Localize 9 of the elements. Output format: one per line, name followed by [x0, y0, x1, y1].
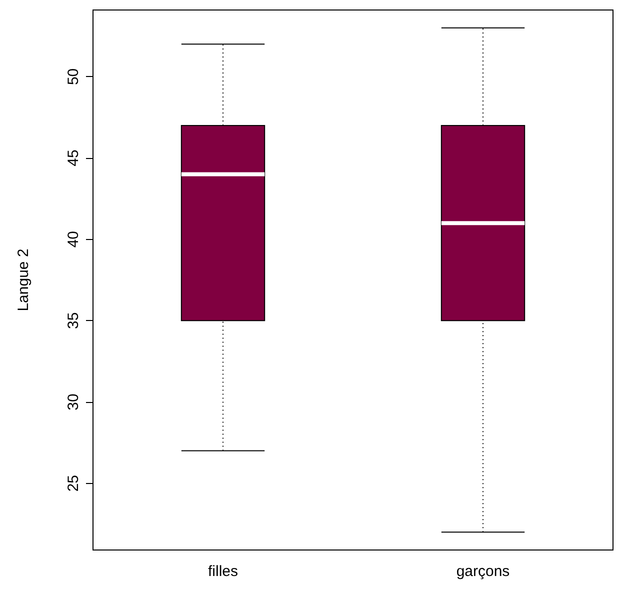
x-tick-label: garçons	[456, 563, 510, 580]
y-tick-label: 40	[65, 230, 82, 248]
y-tick-label: 50	[65, 68, 82, 86]
y-tick-label: 35	[65, 312, 82, 330]
y-tick-label: 45	[65, 150, 82, 166]
x-tick-label: filles	[208, 563, 238, 580]
y-axis-title: Langue 2	[15, 248, 32, 312]
y-tick-label: 30	[65, 394, 82, 410]
y-tick-label: 25	[65, 474, 82, 492]
